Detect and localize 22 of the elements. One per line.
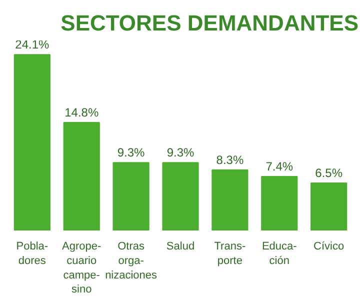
bar [112, 162, 150, 230]
data-label: 6.5% [315, 166, 343, 180]
bar [162, 162, 199, 230]
data-label: 9.3% [117, 146, 146, 160]
bar [212, 169, 248, 230]
x-tick-label: Salud [166, 240, 195, 252]
x-tick-label: Cívico [314, 240, 344, 252]
x-tick-label: Educa- ción [262, 240, 298, 267]
x-tick-label: Agrope- cuario campe- sino [62, 240, 102, 296]
data-label: 8.3% [216, 152, 244, 167]
x-tick-label: Pobla- dores [16, 240, 48, 267]
bar [14, 54, 50, 230]
data-label: 14.8% [64, 105, 99, 120]
bar [63, 122, 100, 230]
bar [261, 176, 298, 230]
data-label: 7.4% [266, 159, 294, 174]
data-label: 24.1% [15, 38, 50, 52]
x-tick-label: Trans- porte [214, 240, 246, 267]
bar [310, 182, 348, 230]
x-tick-label: Otras orga- nizaciones [105, 240, 158, 282]
data-label: 9.3% [166, 146, 195, 160]
chart-title: SECTORES DEMANDANTES [60, 10, 359, 36]
